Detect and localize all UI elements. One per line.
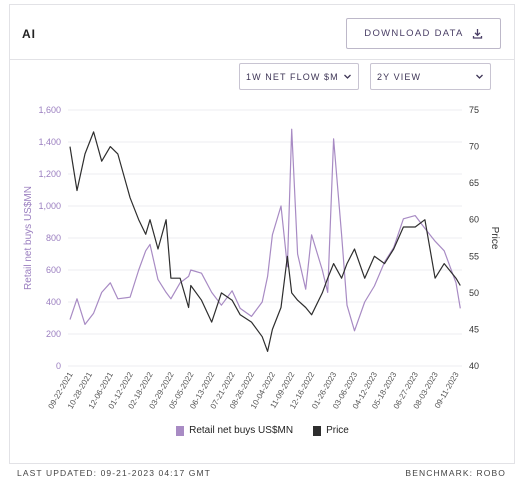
y-left-tick-label: 1,400 xyxy=(38,137,61,147)
download-icon xyxy=(472,28,483,39)
legend-swatch-price xyxy=(313,425,322,436)
ticker-title: AI xyxy=(22,27,36,41)
y-left-tick-label: 200 xyxy=(46,329,61,339)
chevron-down-icon xyxy=(343,72,352,83)
y-left-tick-label: 0 xyxy=(56,361,61,371)
legend-label-retail: Retail net buys US$MN xyxy=(189,425,294,436)
chevron-down-icon xyxy=(475,72,484,83)
series-line-retail xyxy=(69,128,461,332)
y-left-tick-label: 800 xyxy=(46,233,61,243)
benchmark-text: BENCHMARK: ROBO xyxy=(405,468,506,478)
footer: LAST UPDATED: 09-21-2023 04:17 GMT BENCH… xyxy=(0,468,525,484)
legend-item-retail[interactable]: Retail net buys US$MN xyxy=(176,425,293,436)
legend-item-price[interactable]: Price xyxy=(313,425,349,436)
y-left-tick-label: 600 xyxy=(46,265,61,275)
chart-legend: Retail net buys US$MN Price xyxy=(0,425,525,436)
y-right-tick-label: 60 xyxy=(469,215,479,225)
y-right-tick-label: 65 xyxy=(469,178,479,188)
download-data-label: DOWNLOAD DATA xyxy=(364,28,464,39)
y-right-tick-label: 70 xyxy=(469,142,479,152)
net-flow-select[interactable]: 1W NET FLOW $M xyxy=(239,63,359,90)
view-range-select-value: 2Y VIEW xyxy=(377,71,422,82)
legend-label-price: Price xyxy=(326,425,349,436)
download-data-button[interactable]: DOWNLOAD DATA xyxy=(346,18,501,49)
y-left-axis-title: Retail net buys US$MN xyxy=(23,186,34,290)
view-range-select[interactable]: 2Y VIEW xyxy=(370,63,491,90)
y-right-tick-label: 75 xyxy=(469,105,479,115)
y-left-tick-label: 400 xyxy=(46,297,61,307)
y-right-tick-label: 40 xyxy=(469,361,479,371)
y-right-tick-label: 55 xyxy=(469,251,479,261)
last-updated-text: LAST UPDATED: 09-21-2023 04:17 GMT xyxy=(17,468,211,478)
y-left-tick-label: 1,200 xyxy=(38,169,61,179)
y-right-tick-label: 50 xyxy=(469,288,479,298)
legend-swatch-retail xyxy=(176,425,185,436)
y-right-tick-label: 45 xyxy=(469,324,479,334)
series-line-price xyxy=(69,131,461,352)
y-right-axis-title: Price xyxy=(489,227,500,250)
y-left-tick-label: 1,000 xyxy=(38,201,61,211)
net-flow-select-value: 1W NET FLOW $M xyxy=(246,71,339,82)
card-header: AI DOWNLOAD DATA xyxy=(10,5,514,60)
dual-axis-line-chart: 0 200 400 600 800 1,000 1,200 1,400 1,600 40 45 50 5… xyxy=(23,105,500,410)
y-left-tick-label: 1,600 xyxy=(38,105,61,115)
chart-card: AI DOWNLOAD DATA xyxy=(9,4,515,464)
